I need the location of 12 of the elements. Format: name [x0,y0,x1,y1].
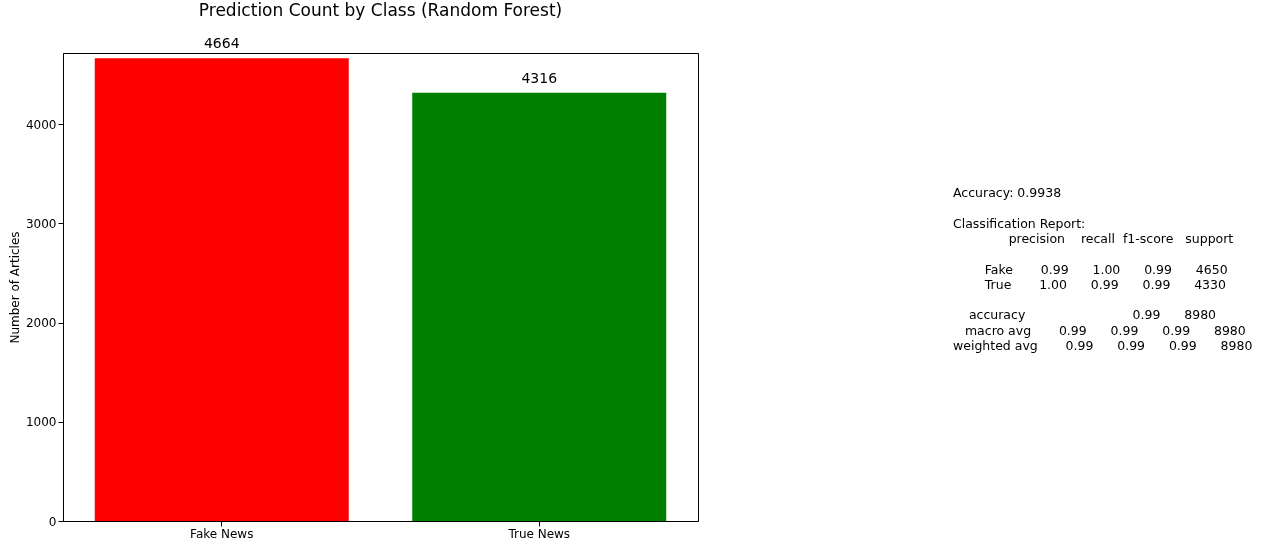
x-tick-label: Fake News [190,526,254,541]
y-tick-label: 1000 [25,415,57,430]
data-label: 4664 [203,35,240,52]
x-tick-label: True News [507,526,571,541]
data-label: 4316 [521,69,558,86]
text: Accuracy: 0.9938 Classification Report: precision recall f1-score support Fake 0.99 1.00 0.99 4650 True 1.00 0.99 0.99 4330 accuracy 0.99 8980 macro avg 0.99 0.99 0.99 8980 weighted avg 0.99 0.99 0.99 8980 [953,185,1253,353]
y-axis-title: Number of Articles [7,231,22,344]
chart-title: Prediction Count by Class (Random Forest) [198,0,563,21]
y-tick-label: 4000 [25,117,57,132]
y-tick-label: 3000 [25,216,57,231]
y-tick-label: 0 [48,514,57,529]
y-tick-label: 2000 [25,316,57,331]
